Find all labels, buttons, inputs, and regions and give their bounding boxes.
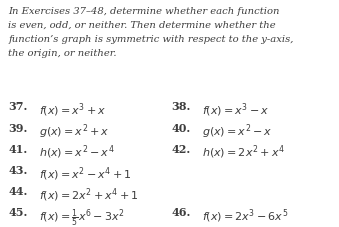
Text: $\mathit{f}(x) = 2x^2 + x^4 + 1$: $\mathit{f}(x) = 2x^2 + x^4 + 1$: [39, 185, 139, 203]
Text: $\mathit{h}(x) = 2x^2 + x^4$: $\mathit{h}(x) = 2x^2 + x^4$: [202, 143, 284, 161]
Text: $\mathit{f}(x) = \frac{1}{5}x^6 - 3x^2$: $\mathit{f}(x) = \frac{1}{5}x^6 - 3x^2$: [39, 207, 124, 227]
Text: $\mathit{f}(x) = 2x^3 - 6x^5$: $\mathit{f}(x) = 2x^3 - 6x^5$: [202, 207, 288, 224]
Text: $\mathit{f}(x) = x^3 - x$: $\mathit{f}(x) = x^3 - x$: [202, 101, 269, 118]
Text: 45.: 45.: [8, 207, 28, 217]
Text: 43.: 43.: [8, 164, 28, 175]
Text: 38.: 38.: [171, 101, 191, 112]
Text: In Exercises 37–48, determine whether each function: In Exercises 37–48, determine whether ea…: [8, 7, 280, 16]
Text: 41.: 41.: [8, 143, 28, 154]
Text: $\mathit{h}(x) = x^2 - x^4$: $\mathit{h}(x) = x^2 - x^4$: [39, 143, 115, 161]
Text: $\mathit{g}(x) = x^2 - x$: $\mathit{g}(x) = x^2 - x$: [202, 122, 272, 141]
Text: the origin, or neither.: the origin, or neither.: [8, 49, 117, 58]
Text: 39.: 39.: [8, 122, 28, 133]
Text: 42.: 42.: [171, 143, 191, 154]
Text: 40.: 40.: [171, 122, 191, 133]
Text: $\mathit{f}(x) = x^3 + x$: $\mathit{f}(x) = x^3 + x$: [39, 101, 106, 118]
Text: 44.: 44.: [8, 185, 28, 196]
Text: 46.: 46.: [171, 207, 191, 217]
Text: $\mathit{g}(x) = x^2 + x$: $\mathit{g}(x) = x^2 + x$: [39, 122, 109, 141]
Text: is even, odd, or neither. Then determine whether the: is even, odd, or neither. Then determine…: [8, 21, 276, 30]
Text: 37.: 37.: [8, 101, 28, 112]
Text: function’s graph is symmetric with respect to the y-axis,: function’s graph is symmetric with respe…: [8, 35, 294, 44]
Text: $\mathit{f}(x) = x^2 - x^4 + 1$: $\mathit{f}(x) = x^2 - x^4 + 1$: [39, 164, 132, 182]
